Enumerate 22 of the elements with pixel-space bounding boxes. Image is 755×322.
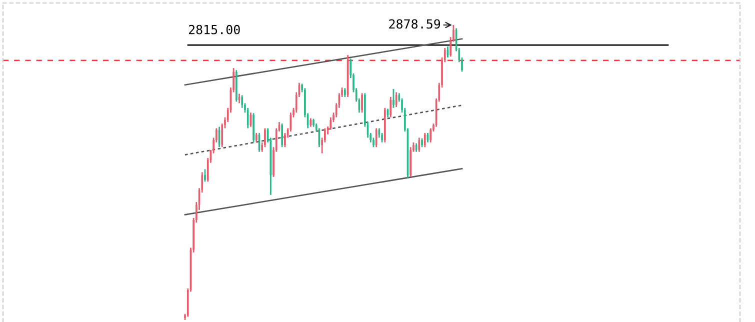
candlestick bbox=[424, 132, 426, 148]
candlestick bbox=[410, 146, 412, 178]
candlestick bbox=[252, 112, 254, 144]
candlestick bbox=[421, 138, 423, 148]
candlestick bbox=[330, 116, 332, 130]
candlestick bbox=[344, 87, 346, 98]
candlestick bbox=[312, 118, 314, 128]
annotation: 2815.00 bbox=[188, 24, 240, 34]
candlestick bbox=[361, 92, 363, 114]
candlestick bbox=[430, 128, 432, 144]
candlestick bbox=[241, 94, 244, 109]
candlestick bbox=[392, 88, 394, 109]
candlestick bbox=[390, 96, 392, 118]
candlestick bbox=[255, 132, 258, 144]
candlestick bbox=[235, 69, 238, 102]
candlestick bbox=[281, 122, 284, 148]
candlestick bbox=[381, 132, 383, 144]
candlestick bbox=[284, 132, 286, 148]
annotation: 2878.59 bbox=[389, 19, 440, 29]
candlestick bbox=[204, 168, 206, 182]
candlestick bbox=[372, 136, 374, 148]
candlestick bbox=[264, 128, 266, 148]
